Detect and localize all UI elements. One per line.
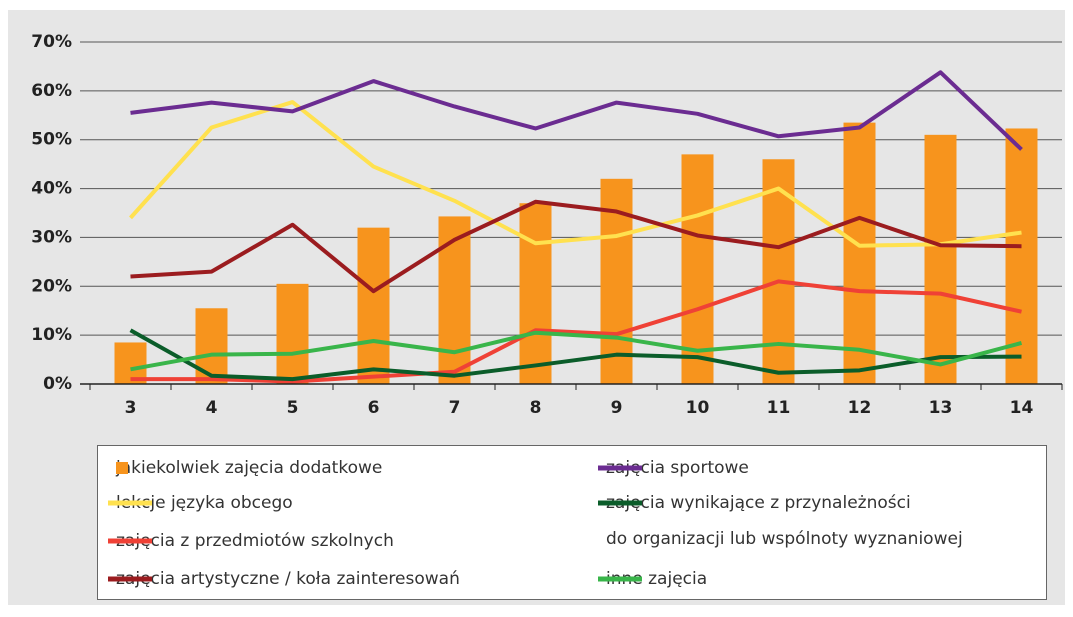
- x-tick-label: 12: [848, 398, 872, 418]
- y-tick-label: 60%: [31, 81, 72, 101]
- line-series: [130, 199, 1022, 294]
- y-tick-label: 20%: [31, 276, 72, 296]
- legend-item: jakiekolwiek zajęcia dodatkowe: [108, 450, 382, 486]
- y-tick-label: 0%: [43, 374, 72, 394]
- legend-item: zajęcia wynikające z przynależności do o…: [598, 485, 963, 557]
- x-tick-label: 14: [1010, 398, 1034, 418]
- y-tick-label: 40%: [31, 179, 72, 199]
- x-tick-label: 4: [206, 398, 218, 418]
- x-tick-label: 7: [449, 398, 461, 418]
- bar: [924, 134, 957, 384]
- legend-item: zajęcia artystyczne / koła zainteresowań: [108, 561, 460, 597]
- x-tick-label: 11: [767, 398, 791, 418]
- legend-label: zajęcia artystyczne / koła zainteresowań: [116, 569, 460, 589]
- x-tick-label: 3: [125, 398, 137, 418]
- legend-label: jakiekolwiek zajęcia dodatkowe: [116, 458, 383, 478]
- line-series: [130, 279, 1022, 384]
- legend-symbol: [598, 500, 642, 506]
- bar: [519, 203, 552, 384]
- line-series: [130, 330, 1023, 372]
- legend-symbol: [108, 576, 152, 582]
- legend-symbol: [108, 538, 152, 544]
- legend-label: zajęcia z przedmiotów szkolnych: [116, 531, 394, 551]
- x-tick-label: 6: [368, 398, 380, 418]
- legend-item: lekcje języka obcego: [108, 485, 293, 521]
- bar: [681, 154, 714, 384]
- bar: [357, 227, 390, 384]
- legend-item: zajęcia z przedmiotów szkolnych: [108, 523, 394, 559]
- x-tick-label: 8: [530, 398, 542, 418]
- legend-item: zajęcia sportowe: [598, 450, 749, 486]
- line-series: [129, 328, 1022, 382]
- legend-swatch: [116, 462, 128, 474]
- y-tick-label: 70%: [31, 32, 72, 52]
- x-tick-label: 5: [287, 398, 299, 418]
- bar: [114, 342, 147, 384]
- legend-symbol: [598, 465, 642, 471]
- x-tick-label: 13: [929, 398, 953, 418]
- y-tick-label: 50%: [31, 130, 72, 150]
- line-series: [130, 70, 1023, 151]
- x-tick-label: 10: [686, 398, 710, 418]
- bar: [276, 283, 309, 384]
- y-tick-label: 10%: [31, 325, 72, 345]
- legend-label: zajęcia wynikające z przynależności do o…: [606, 493, 963, 549]
- legend-symbol: [116, 462, 128, 474]
- legend-symbol: [108, 500, 152, 506]
- legend-item: inne zajęcia: [598, 561, 707, 597]
- bar: [195, 308, 228, 384]
- legend: jakiekolwiek zajęcia dodatkowe lekcje jęz…: [97, 445, 1047, 600]
- x-tick-label: 9: [611, 398, 623, 418]
- legend-symbol: [598, 576, 642, 582]
- bar: [843, 122, 876, 384]
- y-tick-label: 30%: [31, 227, 72, 247]
- bar: [1005, 128, 1038, 384]
- line-series: [129, 100, 1022, 248]
